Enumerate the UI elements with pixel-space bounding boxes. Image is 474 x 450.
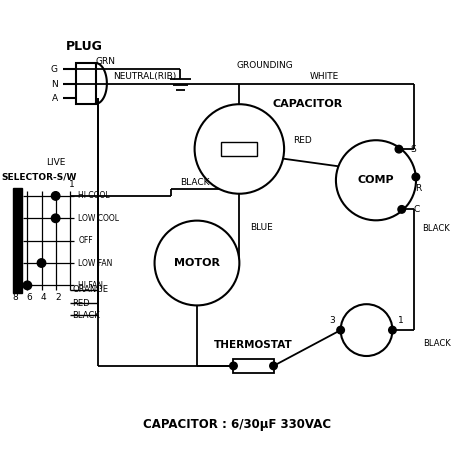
Text: LIVE: LIVE bbox=[46, 158, 65, 167]
Circle shape bbox=[37, 259, 46, 267]
Circle shape bbox=[341, 304, 392, 356]
Text: HI FAN: HI FAN bbox=[78, 281, 103, 290]
Text: BLACK: BLACK bbox=[181, 178, 210, 187]
Text: ORANGE: ORANGE bbox=[72, 285, 108, 294]
Text: RED: RED bbox=[72, 299, 90, 308]
Text: S: S bbox=[410, 144, 417, 153]
Text: LOW FAN: LOW FAN bbox=[78, 258, 113, 267]
Circle shape bbox=[270, 362, 277, 369]
Circle shape bbox=[23, 281, 32, 290]
Text: CAPACITOR: CAPACITOR bbox=[273, 99, 343, 109]
Text: N: N bbox=[51, 80, 58, 89]
Text: A: A bbox=[52, 94, 58, 103]
Text: GRN: GRN bbox=[95, 57, 115, 66]
Circle shape bbox=[337, 326, 345, 334]
Circle shape bbox=[389, 326, 396, 334]
Circle shape bbox=[398, 206, 405, 213]
Text: 6: 6 bbox=[27, 293, 33, 302]
Text: 1: 1 bbox=[69, 180, 75, 189]
Circle shape bbox=[395, 145, 403, 153]
Text: WHITE: WHITE bbox=[310, 72, 339, 81]
Circle shape bbox=[155, 220, 239, 306]
Text: 3: 3 bbox=[329, 316, 335, 325]
Text: 8: 8 bbox=[13, 293, 18, 302]
Text: 4: 4 bbox=[41, 293, 46, 302]
Text: OFF: OFF bbox=[78, 236, 93, 245]
Circle shape bbox=[51, 192, 60, 200]
Circle shape bbox=[336, 140, 416, 220]
Text: MOTOR: MOTOR bbox=[174, 258, 220, 268]
Text: G: G bbox=[51, 65, 58, 74]
Text: THERMOSTAT: THERMOSTAT bbox=[214, 340, 293, 350]
Text: LOW COOL: LOW COOL bbox=[78, 214, 119, 223]
Text: CAPACITOR : 6/30μF 330VAC: CAPACITOR : 6/30μF 330VAC bbox=[143, 418, 331, 431]
Circle shape bbox=[195, 104, 284, 194]
Text: 2: 2 bbox=[55, 293, 61, 302]
Text: 1: 1 bbox=[398, 316, 404, 325]
Text: C: C bbox=[413, 205, 420, 214]
Circle shape bbox=[230, 362, 237, 369]
Text: R: R bbox=[415, 184, 421, 193]
Text: RED: RED bbox=[293, 136, 312, 145]
Bar bbox=[13, 188, 22, 293]
Text: HI COOL: HI COOL bbox=[78, 191, 110, 200]
Text: GROUNDING: GROUNDING bbox=[237, 61, 294, 70]
Text: BLUE: BLUE bbox=[250, 223, 273, 232]
Text: NEUTRAL(RIB): NEUTRAL(RIB) bbox=[113, 72, 177, 81]
Bar bbox=[234, 359, 273, 373]
Text: PLUG: PLUG bbox=[65, 40, 102, 53]
Text: BLACK: BLACK bbox=[72, 311, 100, 320]
Text: BLACK: BLACK bbox=[423, 339, 451, 348]
Text: SELECTOR-S/W: SELECTOR-S/W bbox=[1, 173, 77, 182]
Text: COMP: COMP bbox=[358, 176, 394, 185]
Text: BLACK: BLACK bbox=[422, 224, 450, 233]
Circle shape bbox=[51, 214, 60, 223]
Circle shape bbox=[412, 173, 419, 181]
